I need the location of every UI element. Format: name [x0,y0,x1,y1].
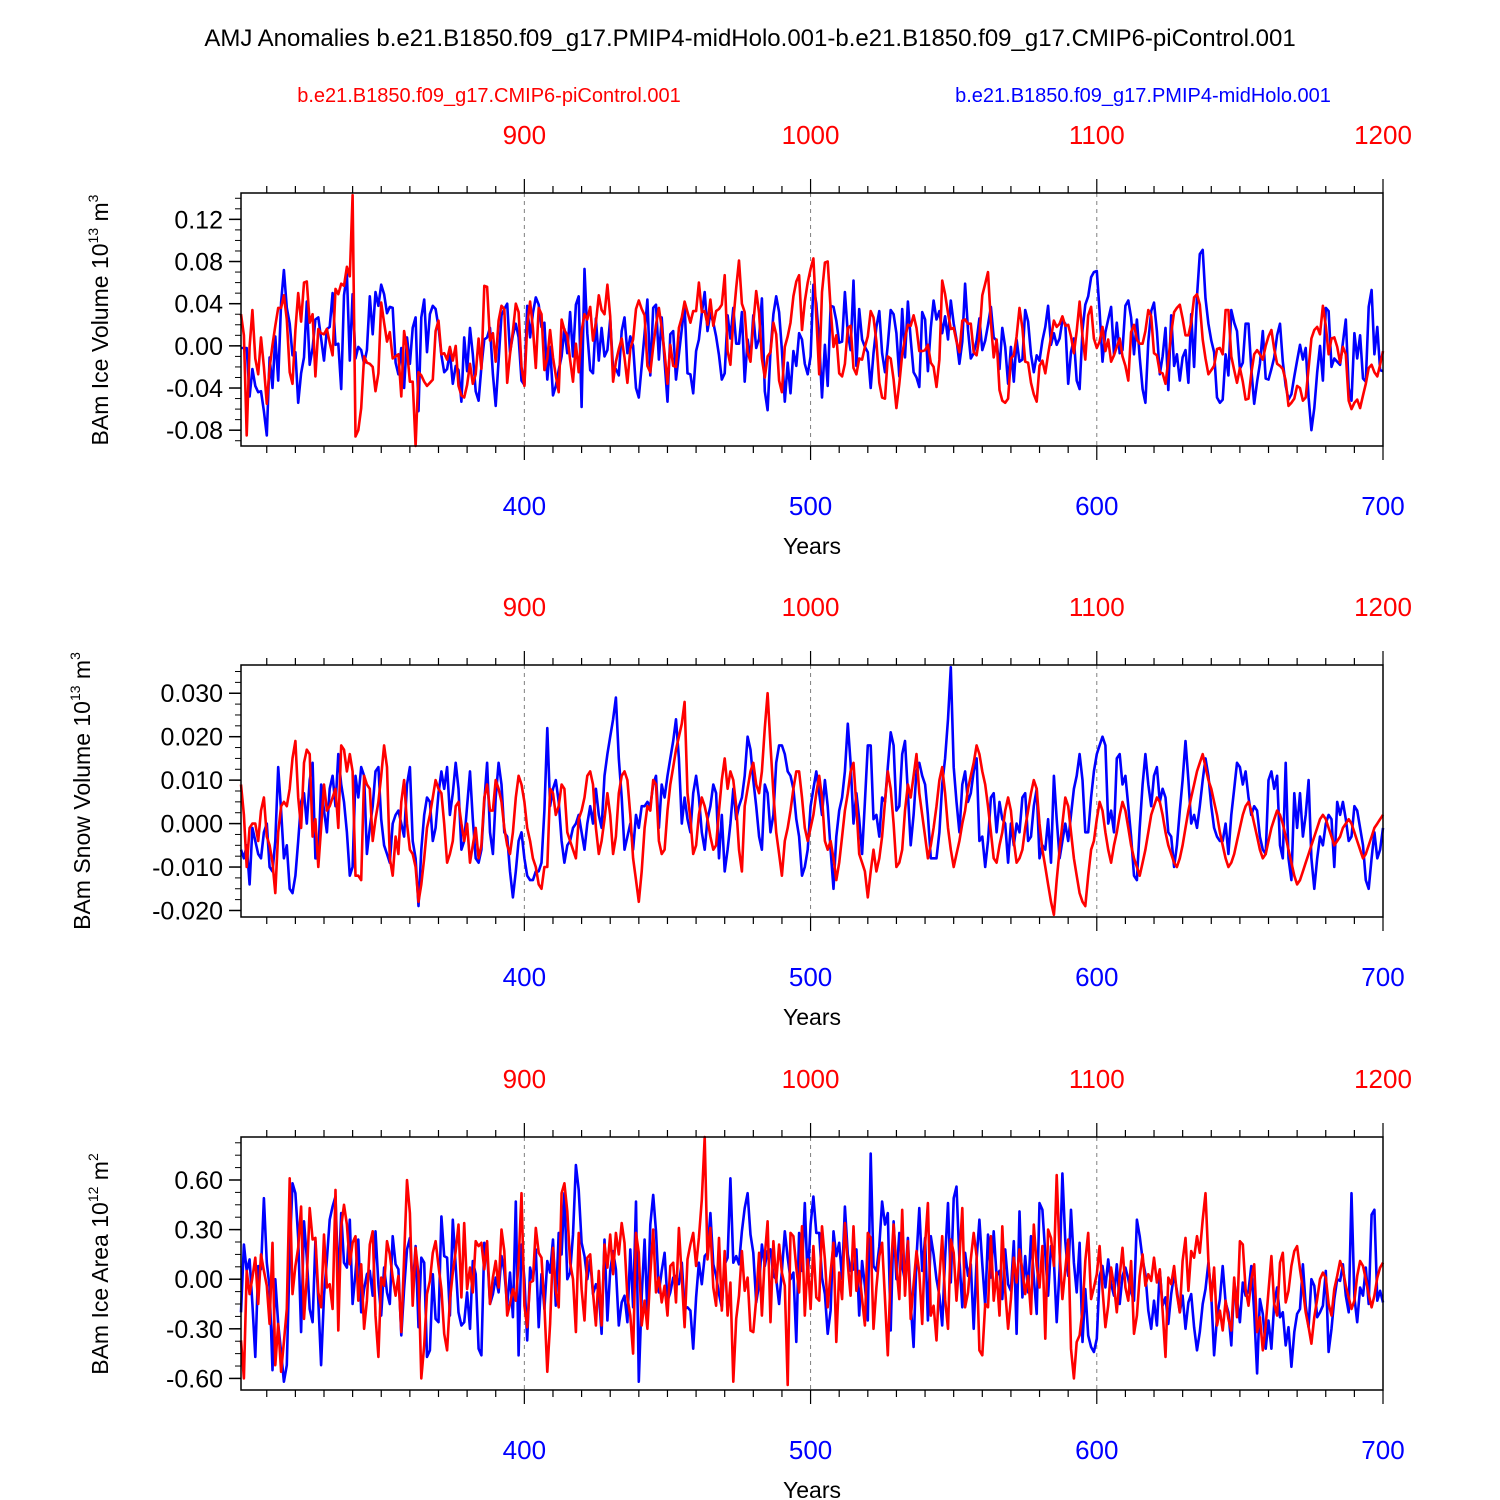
y-axis-label-unit-power: 3 [67,652,83,660]
y-tick-label: -0.020 [152,897,223,925]
y-tick-label: 0.30 [174,1217,223,1245]
x-tick-label-top: 1000 [782,120,840,150]
y-tick-label: -0.010 [152,854,223,882]
y-tick-label: 0.04 [174,291,223,319]
x-tick-label-bottom: 500 [789,491,832,521]
y-tick-label: -0.08 [166,417,223,445]
y-tick-label: -0.60 [166,1365,223,1393]
x-tick-label-top: 1000 [782,1064,840,1094]
series-line-red [239,1135,1385,1387]
x-tick-label-bottom: 500 [789,962,832,992]
y-tick-label: 0.030 [160,680,223,708]
y-axis-label: BAm Snow Volume 1013 m3 [67,652,95,930]
y-tick-label: 0.60 [174,1167,223,1195]
y-axis-label-text: BAm Ice Volume 10 [87,243,113,445]
y-tick-label: 0.020 [160,724,223,752]
series-line-red [239,193,1385,448]
y-tick-label: -0.30 [166,1316,223,1344]
x-tick-label-top: 900 [503,120,546,150]
x-tick-label-bottom: 600 [1075,491,1118,521]
y-axis-label-text: BAm Ice Area 10 [87,1202,113,1375]
x-tick-label-bottom: 500 [789,1435,832,1465]
x-tick-label-bottom: 700 [1361,491,1404,521]
plot-frame [240,1136,1384,1391]
y-axis-label-exponent: 13 [85,228,101,244]
series-line-blue [241,248,1384,437]
y-axis-label-unit-power: 2 [85,1153,101,1161]
figure-title: AMJ Anomalies b.e21.B1850.f09_g17.PMIP4-… [204,25,1295,52]
y-axis-label: BAm Ice Area 1012 m2 [85,1153,113,1375]
y-axis-label-unit: m [87,1161,113,1187]
x-axis-label: Years [783,1004,841,1030]
series-line-blue [239,1152,1385,1383]
x-tick-label-top: 900 [503,592,546,622]
y-tick-label: 0.00 [174,1266,223,1294]
y-tick-label: 0.000 [160,811,223,839]
y-axis-label: BAm Ice Volume 1013 m3 [85,194,113,445]
x-tick-label-bottom: 600 [1075,962,1118,992]
x-tick-label-bottom: 700 [1361,1435,1404,1465]
x-tick-label-bottom: 400 [503,962,546,992]
panel-ice-volume: -0.08 -0.04 0.00 0.04 0.08 0.12 400 500 600 700 90… [85,120,1412,559]
x-axis-label: Years [783,1477,841,1500]
legend-red-label: b.e21.B1850.f09_g17.CMIP6-piControl.001 [297,85,681,107]
x-tick-label-bottom: 400 [503,491,546,521]
y-tick-label: 0.00 [174,333,223,361]
legend-blue-label: b.e21.B1850.f09_g17.PMIP4-midHolo.001 [955,85,1331,107]
x-tick-label-top: 1100 [1069,120,1125,150]
x-tick-label-top: 1100 [1069,592,1125,622]
y-tick-label: 0.08 [174,249,223,277]
x-tick-label-bottom: 400 [503,1435,546,1465]
y-axis-label-exponent: 13 [67,685,83,701]
x-tick-label-top: 1000 [782,592,840,622]
x-axis-label: Years [783,533,841,559]
y-axis-label-unit: m [69,660,95,686]
y-tick-label: 0.12 [174,206,223,234]
x-tick-label-top: 1200 [1354,592,1412,622]
y-tick-label: 0.010 [160,767,223,795]
x-tick-label-bottom: 600 [1075,1435,1118,1465]
y-axis-label-unit: m [87,202,113,228]
y-axis-label-text: BAm Snow Volume 10 [69,701,95,930]
y-tick-label: -0.04 [166,375,223,403]
plot-frame [240,192,1384,447]
series-line-red [239,691,1385,917]
panel-ice-area: -0.60 -0.30 0.00 0.30 0.60 400 500 600 700 900 100… [85,1064,1412,1500]
x-tick-label-bottom: 700 [1361,962,1404,992]
x-tick-label-top: 1200 [1354,1064,1412,1094]
y-axis-label-unit-power: 3 [85,194,101,202]
panel-snow-volume: -0.020 -0.010 0.000 0.010 0.020 0.030 400 500 60… [67,592,1412,1030]
x-tick-label-top: 900 [503,1064,546,1094]
x-tick-label-top: 1100 [1069,1064,1125,1094]
y-axis-label-exponent: 12 [85,1186,101,1202]
series-line-blue [239,665,1385,908]
x-tick-label-top: 1200 [1354,120,1412,150]
